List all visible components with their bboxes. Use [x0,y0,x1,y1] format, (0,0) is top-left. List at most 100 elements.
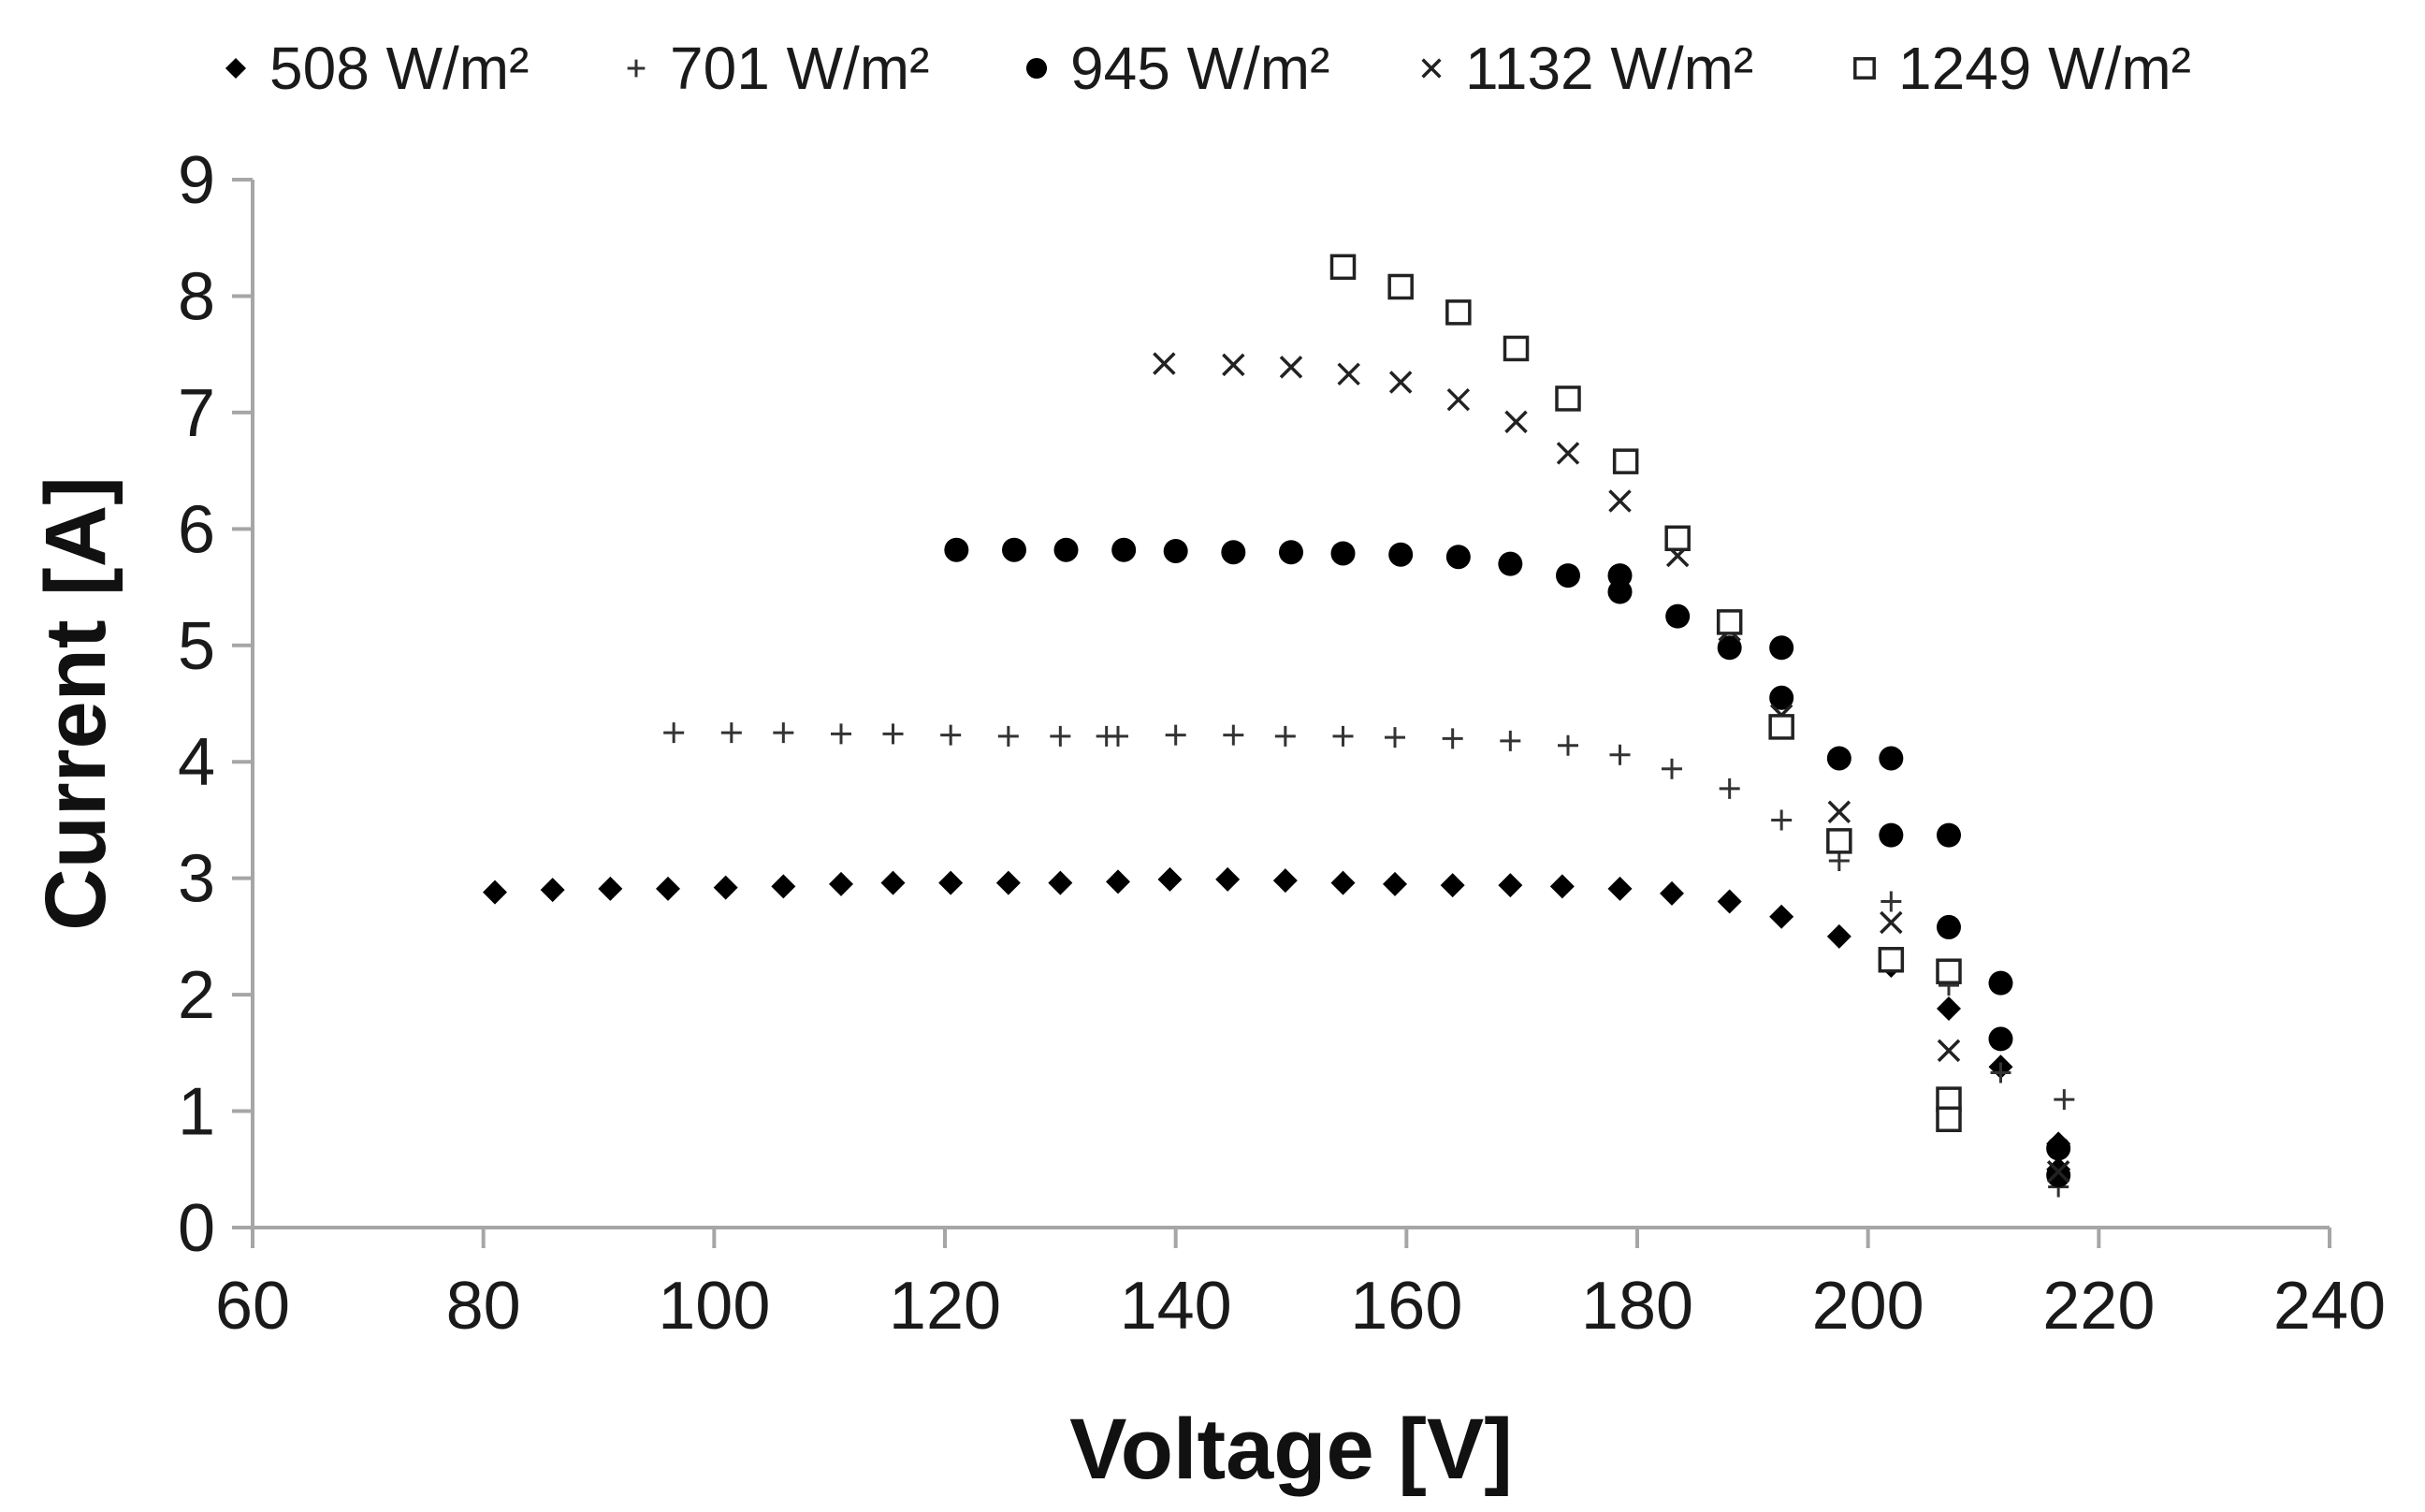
legend-item: 1132 W/m² [1421,35,1753,102]
legend-marker [627,59,646,78]
data-point [1717,635,1742,661]
series-0 [483,866,2071,1182]
data-points [483,254,2075,1198]
data-point [1768,714,1794,740]
data-point [1498,873,1523,898]
data-point [1163,538,1188,563]
legend-label: 1249 W/m² [1898,35,2191,102]
data-point [831,723,851,745]
data-point [1337,362,1360,386]
data-point [1388,371,1413,394]
data-point [995,870,1021,895]
data-point [1880,891,1902,912]
data-point [1498,551,1523,576]
data-point [540,878,565,903]
data-point [940,724,962,746]
data-point [1048,870,1073,895]
data-point [1826,923,1851,949]
data-point [1936,958,1962,984]
data-point [1445,545,1471,570]
data-point [1223,724,1244,746]
data-point [1880,910,1903,935]
x-tick-label: 120 [889,1269,1001,1344]
legend-item: 945 W/m² [1025,35,1329,102]
ticks: 0 1 2 3 4 5 6 7 8 9 60 80 100 120 140 160 180 200 220 240 [178,143,2386,1344]
data-point [1990,1062,2011,1083]
series-1 [663,722,2075,1198]
data-point [663,722,685,744]
y-tick-label: 9 [178,143,215,218]
data-point [1332,725,1354,747]
legend: 508 W/m² 701 W/m² 945 W/m² 1132 W/m² 1249 W/… [225,35,2191,102]
data-point [1769,635,1794,661]
data-point [1771,809,1793,831]
y-tick-label: 2 [178,958,215,1033]
data-point [1385,727,1405,749]
data-point [938,870,964,895]
legend-marker [1853,57,1876,80]
legend-item: 701 W/m² [627,35,929,102]
data-point [771,874,796,899]
data-point [1555,385,1581,412]
data-point [829,871,853,896]
data-point [1936,1106,1962,1133]
data-point [1660,880,1684,906]
x-tick-label: 80 [446,1269,521,1344]
x-tick-label: 200 [1812,1269,1924,1344]
data-point [1988,970,2013,996]
data-point [1329,254,1357,281]
y-tick-label: 8 [178,259,215,334]
data-point [1556,442,1580,465]
x-tick-label: 160 [1350,1269,1462,1344]
data-point [1719,778,1740,799]
data-point [944,537,969,562]
data-point [1106,869,1130,894]
data-point [1215,866,1241,892]
data-point [1549,874,1575,899]
data-point [1826,828,1852,854]
data-point [598,876,623,901]
data-point [1279,540,1303,565]
data-point [1050,725,1071,747]
data-point [1383,871,1407,896]
data-point [1828,850,1850,871]
data-point [1937,1039,1961,1063]
legend-label: 701 W/m² [670,35,929,102]
data-point [1002,537,1026,562]
series-3 [1153,352,2070,1184]
y-tick-label: 3 [178,842,215,917]
data-point [1279,356,1303,379]
data-point [483,880,507,905]
data-point [1446,387,1471,412]
data-point [1937,996,1961,1022]
y-tick-label: 1 [178,1075,215,1150]
data-point [713,875,738,900]
data-point [1221,540,1246,565]
data-point [1111,537,1137,562]
x-tick-label: 240 [2273,1269,2386,1344]
data-point [882,723,904,745]
legend-marker [1421,58,1442,79]
data-point [1664,525,1691,552]
data-point [1609,744,1631,765]
data-point [1878,947,1905,973]
data-point [1442,728,1463,749]
data-point [1272,868,1298,894]
data-point [1388,542,1414,567]
series-4 [1329,254,1962,1133]
data-point [1556,563,1580,589]
data-point [1503,335,1530,362]
series-2 [944,537,2071,1187]
data-point [1558,734,1578,756]
y-axis-title: Current [A] [28,476,123,931]
data-point [1153,352,1176,375]
x-tick-label: 140 [1120,1269,1232,1344]
data-point [1612,448,1639,474]
legend-marker [225,57,247,80]
legend-label: 1132 W/m² [1465,35,1753,102]
data-point [997,725,1019,747]
data-point [1330,870,1356,895]
x-tick-label: 180 [1581,1269,1693,1344]
y-tick-label: 4 [178,725,215,800]
x-axis-title: Voltage [V] [1069,1402,1513,1497]
